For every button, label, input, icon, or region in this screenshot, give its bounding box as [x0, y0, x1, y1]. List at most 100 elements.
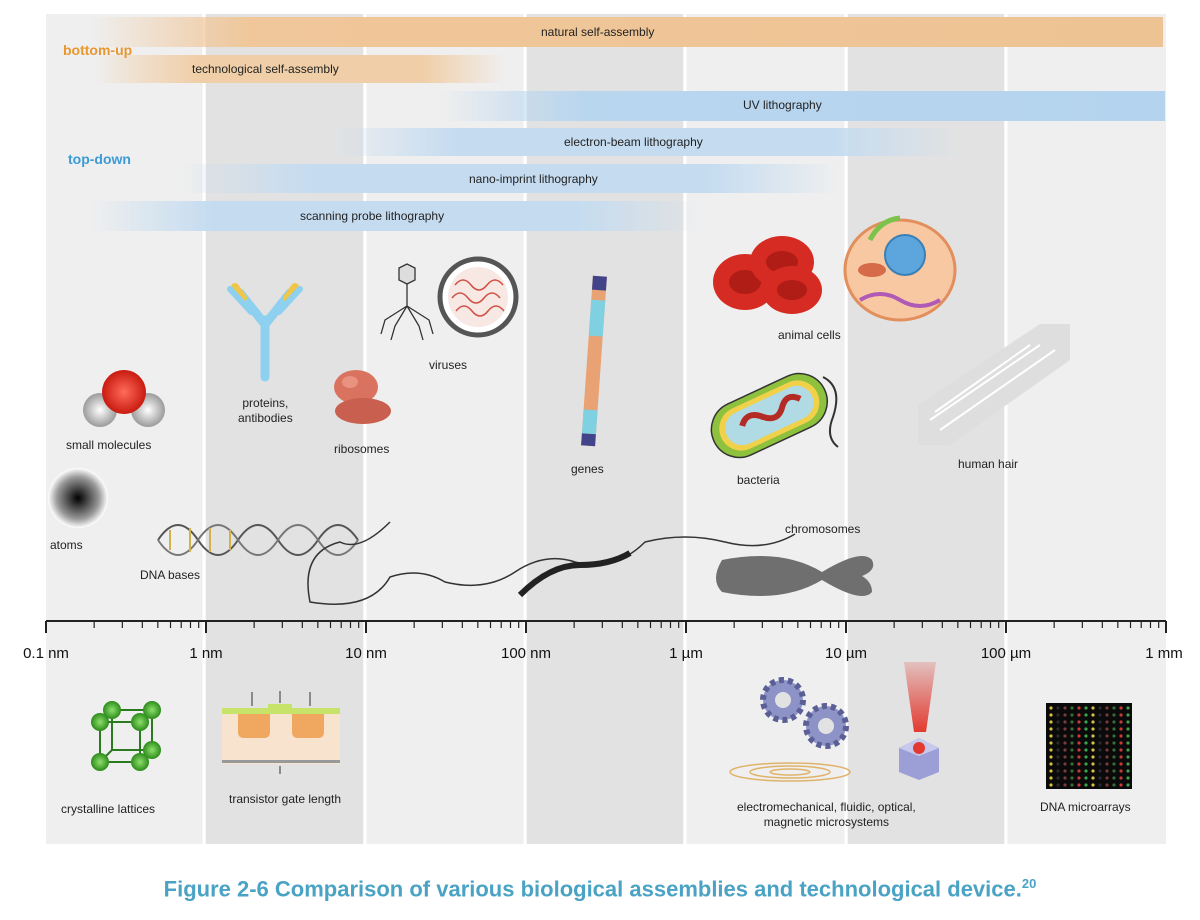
microarray-icon — [1046, 703, 1132, 789]
array-spot — [1077, 769, 1081, 773]
label-proteins-line2: antibodies — [238, 411, 293, 425]
array-spot — [1105, 741, 1109, 745]
array-spot — [1119, 755, 1123, 759]
bar-label: electron-beam lithography — [564, 135, 703, 149]
array-spot — [1063, 734, 1067, 738]
array-spot — [1126, 776, 1130, 780]
array-spot — [1063, 783, 1067, 787]
array-spot — [1049, 727, 1053, 731]
array-spot — [1119, 783, 1123, 787]
label-animal-cells: animal cells — [778, 328, 841, 342]
array-spot — [1056, 755, 1060, 759]
virus-icon — [437, 256, 519, 338]
bar-technological-self-assembly — [95, 55, 505, 83]
array-spot — [1105, 713, 1109, 717]
bar-nano-imprint-lithography — [180, 164, 840, 193]
label-bacteria: bacteria — [737, 473, 780, 487]
array-spot — [1091, 741, 1095, 745]
array-spot — [1091, 713, 1095, 717]
array-spot — [1063, 741, 1067, 745]
array-spot — [1049, 776, 1053, 780]
label-genes: genes — [571, 462, 604, 476]
array-spot — [1105, 734, 1109, 738]
bottom-up-label: bottom-up — [63, 42, 133, 58]
array-spot — [1098, 741, 1102, 745]
array-spot — [1077, 783, 1081, 787]
array-spot — [1049, 748, 1053, 752]
array-spot — [1091, 748, 1095, 752]
array-spot — [1063, 748, 1067, 752]
array-spot — [1105, 720, 1109, 724]
array-spot — [1112, 706, 1116, 710]
array-spot — [1126, 748, 1130, 752]
figure-caption: Figure 2-6 Comparison of various biologi… — [0, 876, 1200, 902]
array-spot — [1070, 741, 1074, 745]
crystal-lattice-icon — [91, 701, 161, 771]
bar-scanning-probe-lithography — [90, 201, 700, 231]
bacterium-icon — [710, 372, 839, 459]
array-spot — [1098, 713, 1102, 717]
array-spot — [1119, 734, 1123, 738]
array-spot — [1098, 720, 1102, 724]
array-spot — [1056, 769, 1060, 773]
array-spot — [1056, 776, 1060, 780]
array-spot — [1126, 727, 1130, 731]
array-spot — [1063, 706, 1067, 710]
bar-electron-beam-lithography — [330, 128, 960, 156]
bar-natural-self-assembly — [90, 17, 1163, 47]
array-spot — [1077, 762, 1081, 766]
array-spot — [1091, 706, 1095, 710]
array-spot — [1112, 769, 1116, 773]
array-spot — [1070, 706, 1074, 710]
array-spot — [1063, 776, 1067, 780]
array-spot — [1056, 734, 1060, 738]
bar-label: nano-imprint lithography — [469, 172, 598, 186]
array-spot — [1077, 755, 1081, 759]
transistor-icon — [222, 691, 340, 774]
array-spot — [1119, 741, 1123, 745]
array-spot — [1112, 762, 1116, 766]
array-spot — [1077, 713, 1081, 717]
top-down-label: top-down — [68, 151, 131, 167]
chromosome-icon — [716, 556, 874, 596]
array-spot — [1056, 720, 1060, 724]
array-spot — [1070, 720, 1074, 724]
tick-label: 100 nm — [500, 645, 552, 662]
array-spot — [1070, 734, 1074, 738]
tick-label: 0.1 nm — [23, 645, 69, 662]
array-spot — [1105, 748, 1109, 752]
array-spot — [1056, 706, 1060, 710]
array-spot — [1049, 713, 1053, 717]
array-spot — [1049, 720, 1053, 724]
array-spot — [1056, 727, 1060, 731]
array-spot — [1049, 706, 1053, 710]
hair-icon — [918, 324, 1070, 445]
array-spot — [1084, 755, 1088, 759]
chromatin-icon — [307, 521, 796, 605]
array-spot — [1105, 769, 1109, 773]
array-spot — [1098, 727, 1102, 731]
array-spot — [1126, 769, 1130, 773]
array-spot — [1077, 741, 1081, 745]
array-spot — [1056, 713, 1060, 717]
array-spot — [1119, 769, 1123, 773]
array-spot — [1098, 769, 1102, 773]
array-spot — [1070, 755, 1074, 759]
laser-icon — [899, 662, 939, 780]
label-proteins: proteins, antibodies — [238, 396, 293, 426]
label-microsystems-line1: electromechanical, fluidic, optical, — [737, 800, 916, 814]
array-spot — [1098, 783, 1102, 787]
label-proteins-line1: proteins, — [242, 396, 289, 410]
label-chromosomes: chromosomes — [785, 522, 861, 536]
caption-text: Figure 2-6 Comparison of various biologi… — [163, 876, 1022, 902]
tick-label: 100 µm — [980, 645, 1032, 662]
array-spot — [1070, 769, 1074, 773]
array-spot — [1070, 776, 1074, 780]
label-human-hair: human hair — [958, 457, 1019, 471]
array-spot — [1126, 755, 1130, 759]
array-spot — [1049, 755, 1053, 759]
array-spot — [1091, 755, 1095, 759]
array-spot — [1105, 706, 1109, 710]
